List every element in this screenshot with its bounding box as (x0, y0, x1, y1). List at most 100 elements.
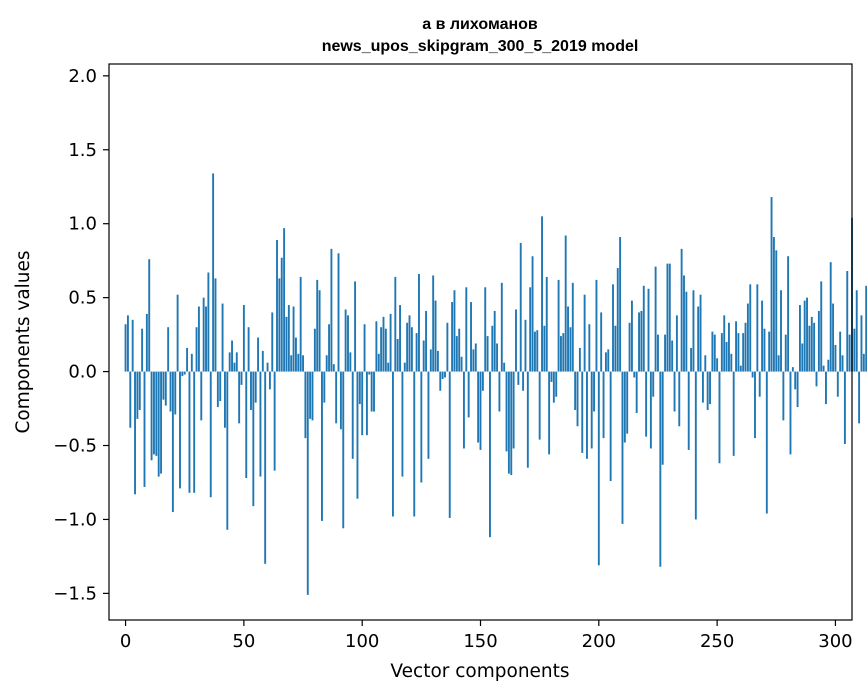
bar-235 (680, 248, 683, 372)
bar-100 (361, 371, 364, 436)
bar-1 (126, 315, 129, 372)
bar-68 (285, 316, 288, 372)
bar-312 (862, 353, 865, 372)
bar-293 (817, 310, 820, 372)
bar-4 (134, 371, 136, 495)
bar-114 (394, 276, 397, 372)
bar-219 (642, 285, 645, 372)
bar-195 (586, 371, 588, 459)
x-tick-label: 100 (345, 631, 379, 652)
bar-284 (796, 371, 799, 408)
bar-56 (257, 337, 260, 372)
bar-216 (635, 371, 638, 413)
bar-9 (145, 313, 148, 372)
bar-147 (472, 349, 475, 372)
y-tick-label: −1.5 (53, 583, 97, 604)
bar-24 (181, 371, 184, 377)
bar-256 (730, 353, 733, 372)
bar-272 (768, 331, 771, 372)
bar-239 (690, 347, 693, 372)
bar-238 (687, 371, 690, 450)
bar-244 (701, 371, 704, 403)
bar-40 (219, 371, 222, 402)
chart-title-line2: news_upos_skipgram_300_5_2019 model (322, 38, 639, 55)
y-tick-label: 1.0 (68, 214, 97, 235)
bar-152 (484, 287, 487, 372)
bar-303 (841, 355, 844, 372)
bar-257 (732, 371, 735, 456)
bar-217 (638, 312, 640, 372)
bar-199 (595, 279, 598, 372)
bar-278 (782, 371, 785, 421)
bar-80 (313, 328, 316, 372)
bar-291 (813, 322, 816, 372)
bar-174 (536, 330, 539, 372)
bar-58 (261, 350, 264, 372)
bar-101 (363, 324, 366, 372)
bar-268 (758, 371, 761, 397)
bar-222 (649, 371, 652, 449)
bar-258 (735, 321, 737, 372)
bar-228 (664, 334, 667, 372)
bar-108 (380, 327, 383, 372)
bar-57 (259, 371, 262, 477)
bar-48 (238, 371, 241, 424)
bar-132 (436, 350, 439, 372)
bar-221 (647, 288, 650, 372)
bar-75 (302, 355, 304, 372)
bar-212 (626, 371, 629, 434)
bar-207 (614, 325, 617, 372)
bar-38 (214, 278, 217, 372)
bar-180 (550, 371, 553, 382)
bar-188 (569, 327, 572, 372)
bar-236 (683, 275, 685, 372)
bar-55 (254, 371, 257, 403)
bar-102 (365, 371, 368, 436)
bar-237 (685, 291, 688, 372)
bar-198 (593, 371, 596, 412)
bar-34 (205, 306, 207, 372)
bar-7 (141, 328, 144, 372)
bar-145 (467, 371, 470, 418)
bar-46 (233, 362, 236, 372)
bar-120 (408, 315, 411, 372)
bar-155 (491, 325, 494, 372)
bar-242 (697, 306, 700, 372)
bar-70 (290, 355, 293, 372)
bar-196 (588, 324, 591, 372)
bar-91 (339, 371, 342, 430)
bar-104 (370, 371, 373, 412)
bar-247 (709, 371, 711, 405)
bar-33 (202, 297, 205, 372)
bar-25 (183, 371, 186, 375)
bar-163 (510, 371, 513, 476)
bar-98 (356, 371, 359, 499)
bar-178 (545, 276, 548, 372)
bar-66 (280, 257, 283, 372)
bar-297 (827, 359, 830, 372)
bar-156 (493, 310, 496, 372)
bar-72 (294, 337, 297, 372)
bar-128 (427, 371, 430, 459)
bar-299 (832, 303, 835, 372)
bar-133 (439, 371, 442, 391)
bar-159 (500, 282, 503, 372)
bar-47 (235, 352, 238, 372)
bar-149 (477, 371, 480, 443)
bar-184 (560, 336, 562, 372)
bar-44 (228, 352, 231, 372)
y-tick-label: 0.0 (68, 362, 97, 383)
bar-226 (659, 371, 662, 567)
bar-153 (486, 336, 489, 372)
y-tick-label: −0.5 (53, 436, 97, 457)
bar-202 (602, 371, 605, 439)
bar-165 (515, 309, 517, 372)
bar-308 (853, 328, 856, 372)
bar-53 (250, 371, 252, 411)
bar-0 (124, 324, 127, 372)
bar-240 (692, 290, 695, 372)
bar-2 (129, 371, 132, 428)
bar-134 (441, 371, 444, 379)
bar-138 (451, 302, 454, 372)
bar-296 (825, 371, 827, 405)
